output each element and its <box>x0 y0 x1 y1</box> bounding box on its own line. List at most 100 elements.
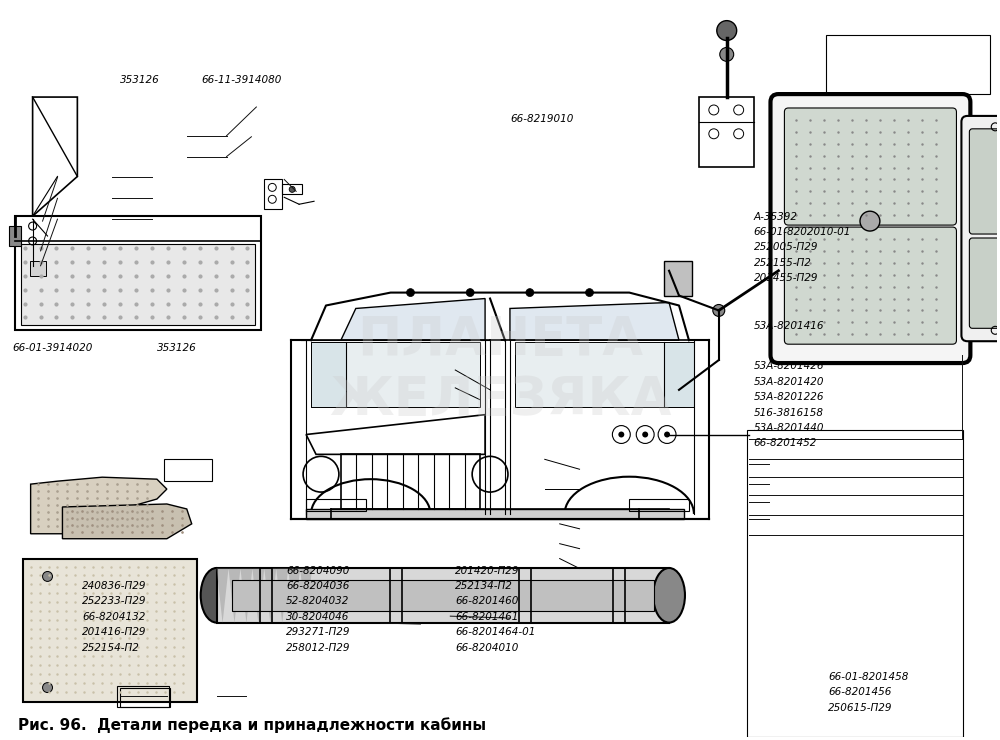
Circle shape <box>713 304 725 317</box>
Bar <box>117 686 169 707</box>
Text: 252154-П2: 252154-П2 <box>82 642 140 653</box>
Polygon shape <box>510 303 679 340</box>
Bar <box>282 184 302 195</box>
Text: 66-8204010: 66-8204010 <box>455 642 519 653</box>
Circle shape <box>466 289 474 297</box>
Text: 250615-П29: 250615-П29 <box>828 703 893 713</box>
FancyBboxPatch shape <box>961 116 1000 341</box>
Text: 53А-8201226: 53А-8201226 <box>754 392 824 402</box>
FancyBboxPatch shape <box>969 129 1000 234</box>
Bar <box>311 342 346 407</box>
FancyBboxPatch shape <box>770 94 970 363</box>
Text: 516-3816158: 516-3816158 <box>754 408 824 417</box>
Bar <box>311 342 480 407</box>
Text: 66-8201452: 66-8201452 <box>754 438 817 448</box>
Bar <box>515 342 684 407</box>
Ellipse shape <box>201 568 232 622</box>
Polygon shape <box>264 568 276 623</box>
Bar <box>260 568 272 623</box>
Polygon shape <box>276 568 288 623</box>
FancyBboxPatch shape <box>969 238 1000 329</box>
Text: 66-8201456: 66-8201456 <box>828 687 892 697</box>
Circle shape <box>586 289 593 297</box>
Circle shape <box>407 289 414 297</box>
Text: 53А-8201416: 53А-8201416 <box>754 321 824 331</box>
Polygon shape <box>217 568 229 623</box>
Circle shape <box>860 211 880 231</box>
Circle shape <box>642 431 648 437</box>
FancyBboxPatch shape <box>784 108 956 225</box>
Bar <box>120 687 170 707</box>
Text: 66-01-8201458: 66-01-8201458 <box>828 672 909 682</box>
Text: 66-11-3914080: 66-11-3914080 <box>202 75 282 85</box>
Bar <box>613 568 625 623</box>
Circle shape <box>526 289 534 297</box>
Polygon shape <box>300 568 312 623</box>
Text: 353126: 353126 <box>157 343 197 353</box>
Bar <box>664 260 692 295</box>
Text: 66-8204090: 66-8204090 <box>286 565 350 576</box>
Circle shape <box>289 186 295 192</box>
Text: Рис. 96.  Детали передка и принадлежности кабины: Рис. 96. Детали передка и принадлежности… <box>18 718 486 733</box>
Circle shape <box>720 47 734 61</box>
Text: 53А-8201426: 53А-8201426 <box>754 361 824 371</box>
Text: 66-01-3914020: 66-01-3914020 <box>13 343 93 353</box>
Circle shape <box>664 431 670 437</box>
Text: 66-8201460: 66-8201460 <box>455 596 519 606</box>
FancyBboxPatch shape <box>784 227 956 344</box>
Bar <box>264 179 282 209</box>
Bar <box>629 499 689 511</box>
Bar <box>699 97 754 166</box>
Polygon shape <box>341 298 485 340</box>
Text: 252233-П29: 252233-П29 <box>82 596 147 606</box>
Text: 53А-8201420: 53А-8201420 <box>754 377 824 387</box>
Text: 66-8204132: 66-8204132 <box>82 612 146 622</box>
Text: 66-8201464-01: 66-8201464-01 <box>455 628 536 637</box>
Bar <box>217 568 669 623</box>
Bar <box>232 580 654 611</box>
Polygon shape <box>229 568 240 623</box>
Circle shape <box>43 571 52 582</box>
Text: А-35392: А-35392 <box>754 212 798 221</box>
Text: 240836-П29: 240836-П29 <box>82 581 147 591</box>
Polygon shape <box>240 568 252 623</box>
Text: 66-01-8202010-01: 66-01-8202010-01 <box>754 227 851 237</box>
Polygon shape <box>31 477 167 534</box>
Bar <box>30 260 46 276</box>
Text: 66-8201461: 66-8201461 <box>455 612 519 622</box>
Polygon shape <box>252 568 264 623</box>
Text: 30-8204046: 30-8204046 <box>286 612 350 622</box>
Polygon shape <box>288 568 300 623</box>
Text: 53А-8201440: 53А-8201440 <box>754 423 824 433</box>
Text: 201455-П29: 201455-П29 <box>754 273 818 283</box>
Bar <box>390 568 402 623</box>
Text: 252134-П2: 252134-П2 <box>455 581 513 591</box>
Circle shape <box>43 682 52 693</box>
Bar <box>9 226 21 246</box>
Bar <box>306 509 684 519</box>
Polygon shape <box>62 504 192 539</box>
Bar <box>21 244 255 326</box>
Text: 252155-П2: 252155-П2 <box>754 258 811 268</box>
Text: 52-8204032: 52-8204032 <box>286 596 350 606</box>
Bar <box>23 559 197 702</box>
Text: 258012-П29: 258012-П29 <box>286 642 351 653</box>
Bar <box>747 429 963 737</box>
Bar <box>826 35 990 94</box>
Text: 66-8219010: 66-8219010 <box>510 114 573 124</box>
Text: 201420-П29: 201420-П29 <box>455 565 520 576</box>
Bar <box>664 342 694 407</box>
Text: 252005-П29: 252005-П29 <box>754 242 818 252</box>
Bar <box>164 460 212 481</box>
Bar <box>306 499 366 511</box>
Bar <box>519 568 531 623</box>
Bar <box>341 454 480 509</box>
Ellipse shape <box>653 568 685 622</box>
Text: ПЛАНЕТА
ЖЕЛЕЗЯКА: ПЛАНЕТА ЖЕЛЕЗЯКА <box>329 314 671 426</box>
Text: 201416-П29: 201416-П29 <box>82 628 147 637</box>
Circle shape <box>618 431 624 437</box>
Text: 353126: 353126 <box>120 75 160 85</box>
Text: 293271-П29: 293271-П29 <box>286 628 351 637</box>
Text: 66-8204036: 66-8204036 <box>286 581 350 591</box>
Circle shape <box>717 21 737 41</box>
